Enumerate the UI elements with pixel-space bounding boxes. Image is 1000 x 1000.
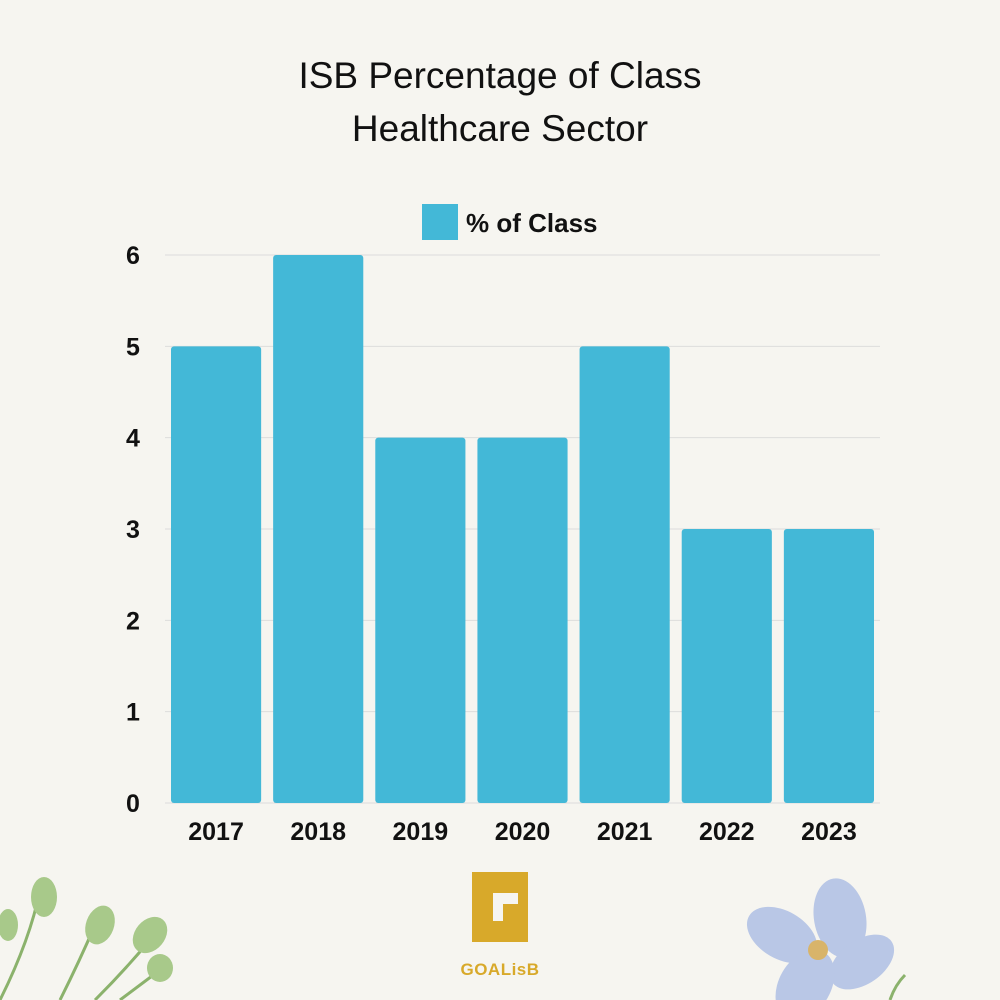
leaf-branch-icon <box>0 877 173 1000</box>
x-axis-labels: 2017 2018 2019 2020 2021 2022 2023 <box>188 818 856 846</box>
x-tick-label-2022: 2022 <box>699 818 755 846</box>
y-tick-label: 2 <box>126 607 140 635</box>
y-tick-label: 6 <box>126 242 140 270</box>
x-tick-label-2017: 2017 <box>188 818 244 846</box>
y-tick-label: 3 <box>126 516 140 544</box>
chart-title-line-2: Healthcare Sector <box>352 108 648 149</box>
legend: % of Class <box>422 204 598 240</box>
g-logo-icon <box>472 872 528 942</box>
y-axis-ticks: 0 1 2 3 4 5 6 <box>126 242 140 818</box>
bar-2019 <box>375 437 466 803</box>
legend-swatch <box>422 204 458 240</box>
flower-icon <box>746 878 907 1000</box>
x-tick-label-2019: 2019 <box>393 818 449 846</box>
bar-2017 <box>171 346 262 803</box>
logo-text: GOALisB <box>460 960 539 979</box>
legend-label: % of Class <box>466 208 598 238</box>
y-tick-label: 0 <box>126 790 140 818</box>
y-tick-label: 1 <box>126 699 140 727</box>
bar-2022 <box>681 529 772 803</box>
bars <box>171 255 874 803</box>
bar-2020 <box>477 437 568 803</box>
x-tick-label-2023: 2023 <box>801 818 857 846</box>
bar-2021 <box>579 346 670 803</box>
x-tick-label-2018: 2018 <box>290 818 346 846</box>
bar-2018 <box>273 255 364 803</box>
x-tick-label-2020: 2020 <box>495 818 551 846</box>
chart-title-line-1: ISB Percentage of Class <box>298 55 701 96</box>
y-tick-label: 5 <box>126 333 140 361</box>
bar-2023 <box>783 529 874 803</box>
x-tick-label-2021: 2021 <box>597 818 653 846</box>
y-tick-label: 4 <box>126 425 140 453</box>
